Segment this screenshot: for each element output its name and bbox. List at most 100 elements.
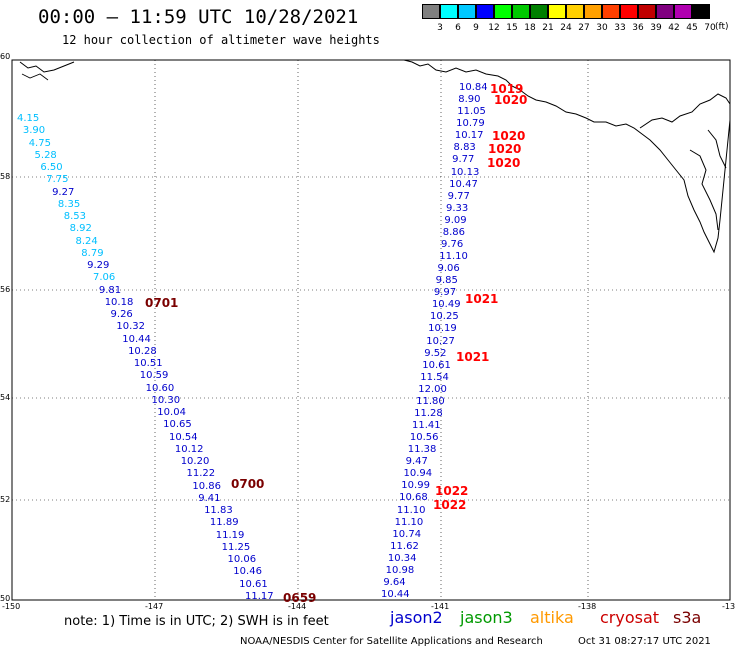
wave-height-value: 9.41 — [198, 492, 221, 504]
wave-height-value: 10.98 — [385, 564, 415, 576]
legend-s3a: s3a — [673, 608, 702, 627]
pass-time-label: 1019 — [490, 82, 524, 96]
wave-height-value: 8.24 — [75, 235, 98, 247]
pass-time-label: 1020 — [488, 142, 522, 156]
wave-height-value: 10.61 — [239, 578, 268, 590]
lat-label: 60 — [0, 52, 11, 61]
lat-label: 56 — [0, 285, 11, 294]
wave-height-value: 10.61 — [422, 359, 451, 371]
wave-height-value: 11.05 — [457, 106, 486, 118]
legend-cryosat: cryosat — [600, 608, 660, 627]
lat-label: 52 — [0, 495, 11, 504]
wave-height-value: 11.89 — [209, 517, 239, 529]
wave-height-value: 11.80 — [416, 395, 445, 407]
wave-height-value: 10.99 — [401, 480, 430, 492]
color-scale-swatch — [494, 4, 512, 19]
color-scale-label: 70 — [704, 23, 716, 33]
wave-height-value: 11.10 — [396, 504, 426, 516]
color-scale-label: 15 — [506, 23, 518, 33]
wave-height-value: 11.54 — [420, 371, 449, 383]
footer-credit: NOAA/NESDIS Center for Satellite Applica… — [240, 636, 543, 647]
wave-height-value: 9.64 — [383, 576, 406, 588]
wave-height-value: 11.22 — [186, 468, 216, 480]
wave-height-value: 10.84 — [459, 82, 488, 93]
color-scale-unit: (ft) — [715, 22, 729, 32]
wave-height-value: 8.83 — [453, 142, 476, 154]
wave-height-value: 10.56 — [409, 432, 439, 444]
lon-label: -13 — [722, 602, 736, 611]
wave-height-value: 10.47 — [449, 178, 478, 190]
lon-label: -147 — [145, 602, 164, 611]
wave-height-value: 10.17 — [454, 130, 484, 142]
wave-height-value: 10.94 — [403, 468, 433, 480]
wave-height-value: 10.06 — [227, 554, 257, 566]
wave-height-value: 10.79 — [456, 118, 485, 130]
color-scale-label: 36 — [632, 23, 644, 33]
wave-height-value: 11.62 — [390, 540, 419, 552]
wave-height-value: 10.60 — [145, 382, 175, 394]
color-scale-label: 6 — [455, 23, 461, 33]
wave-height-value: 10.51 — [133, 358, 163, 370]
color-scale-label: 12 — [488, 23, 500, 33]
color-scale-label: 27 — [578, 23, 590, 33]
color-scale-label: 18 — [524, 23, 536, 33]
color-scale-swatch — [566, 4, 584, 19]
color-scale-swatch — [458, 4, 476, 19]
wave-height-value: 11.83 — [204, 505, 233, 517]
pass-time-label: 1021 — [465, 292, 499, 306]
color-scale-swatch — [512, 4, 530, 19]
wave-height-value: 9.26 — [110, 309, 133, 321]
wave-height-value: 9.76 — [440, 238, 464, 250]
color-scale-label: 30 — [596, 23, 608, 33]
color-scale-label: 33 — [614, 23, 626, 33]
color-scale-swatch — [584, 4, 602, 19]
wave-height-value: 6.50 — [40, 162, 63, 174]
coastline — [403, 59, 731, 254]
wave-height-value: 9.52 — [424, 347, 447, 359]
wave-height-value: 10.30 — [151, 394, 181, 406]
wave-height-value: 11.41 — [412, 420, 441, 431]
wave-height-value: 8.86 — [442, 226, 465, 238]
lon-label: -144 — [288, 602, 307, 611]
wave-height-value: 10.12 — [174, 443, 204, 455]
wave-height-value: 8.90 — [458, 94, 481, 106]
wave-height-value: 10.49 — [431, 299, 461, 311]
color-scale-label: 21 — [542, 23, 554, 33]
wave-height-value: 9.33 — [446, 202, 469, 214]
pass-time-label: 1022 — [433, 498, 467, 512]
wave-height-value: 10.44 — [122, 333, 151, 345]
wave-height-value: 8.79 — [81, 247, 104, 259]
lat-label: 54 — [0, 393, 11, 402]
pass-time-label: 0659 — [283, 591, 317, 605]
wave-height-value: 8.53 — [63, 211, 87, 223]
lat-label: 58 — [0, 172, 11, 181]
color-scale-swatch — [548, 4, 566, 19]
lat-label: 50 — [0, 594, 11, 603]
wave-height-value: 7.06 — [93, 272, 116, 284]
wave-height-value: 11.10 — [439, 251, 468, 262]
wave-height-value: 9.09 — [444, 214, 467, 226]
wave-height-value: 4.75 — [28, 137, 51, 149]
footer-timestamp: Oct 31 08:27:17 UTC 2021 — [578, 636, 711, 647]
wave-height-value: 10.65 — [163, 419, 192, 431]
color-scale-label: 39 — [650, 23, 662, 33]
lon-label: -141 — [431, 602, 450, 611]
legend-jason3: jason3 — [460, 608, 513, 627]
wave-height-value: 10.46 — [233, 566, 262, 578]
color-scale-swatch — [476, 4, 494, 19]
wave-height-value: 12.00 — [418, 383, 447, 395]
wave-height-value: 10.86 — [192, 480, 222, 492]
wave-height-value: 3.90 — [22, 125, 46, 137]
wave-height-value: 11.38 — [407, 444, 437, 456]
pass-time-label: 0701 — [145, 296, 179, 310]
color-scale-label: 24 — [560, 23, 572, 33]
pass-time-label: 1020 — [492, 129, 526, 143]
wave-height-value: 9.77 — [447, 190, 470, 202]
wave-height-value: 9.77 — [452, 154, 475, 166]
color-scale-swatch — [638, 4, 656, 19]
color-scale-label: 3 — [437, 23, 443, 33]
wave-height-value: 10.34 — [387, 552, 417, 564]
color-scale-label: 42 — [668, 23, 680, 33]
wave-height-value: 8.92 — [69, 223, 92, 235]
